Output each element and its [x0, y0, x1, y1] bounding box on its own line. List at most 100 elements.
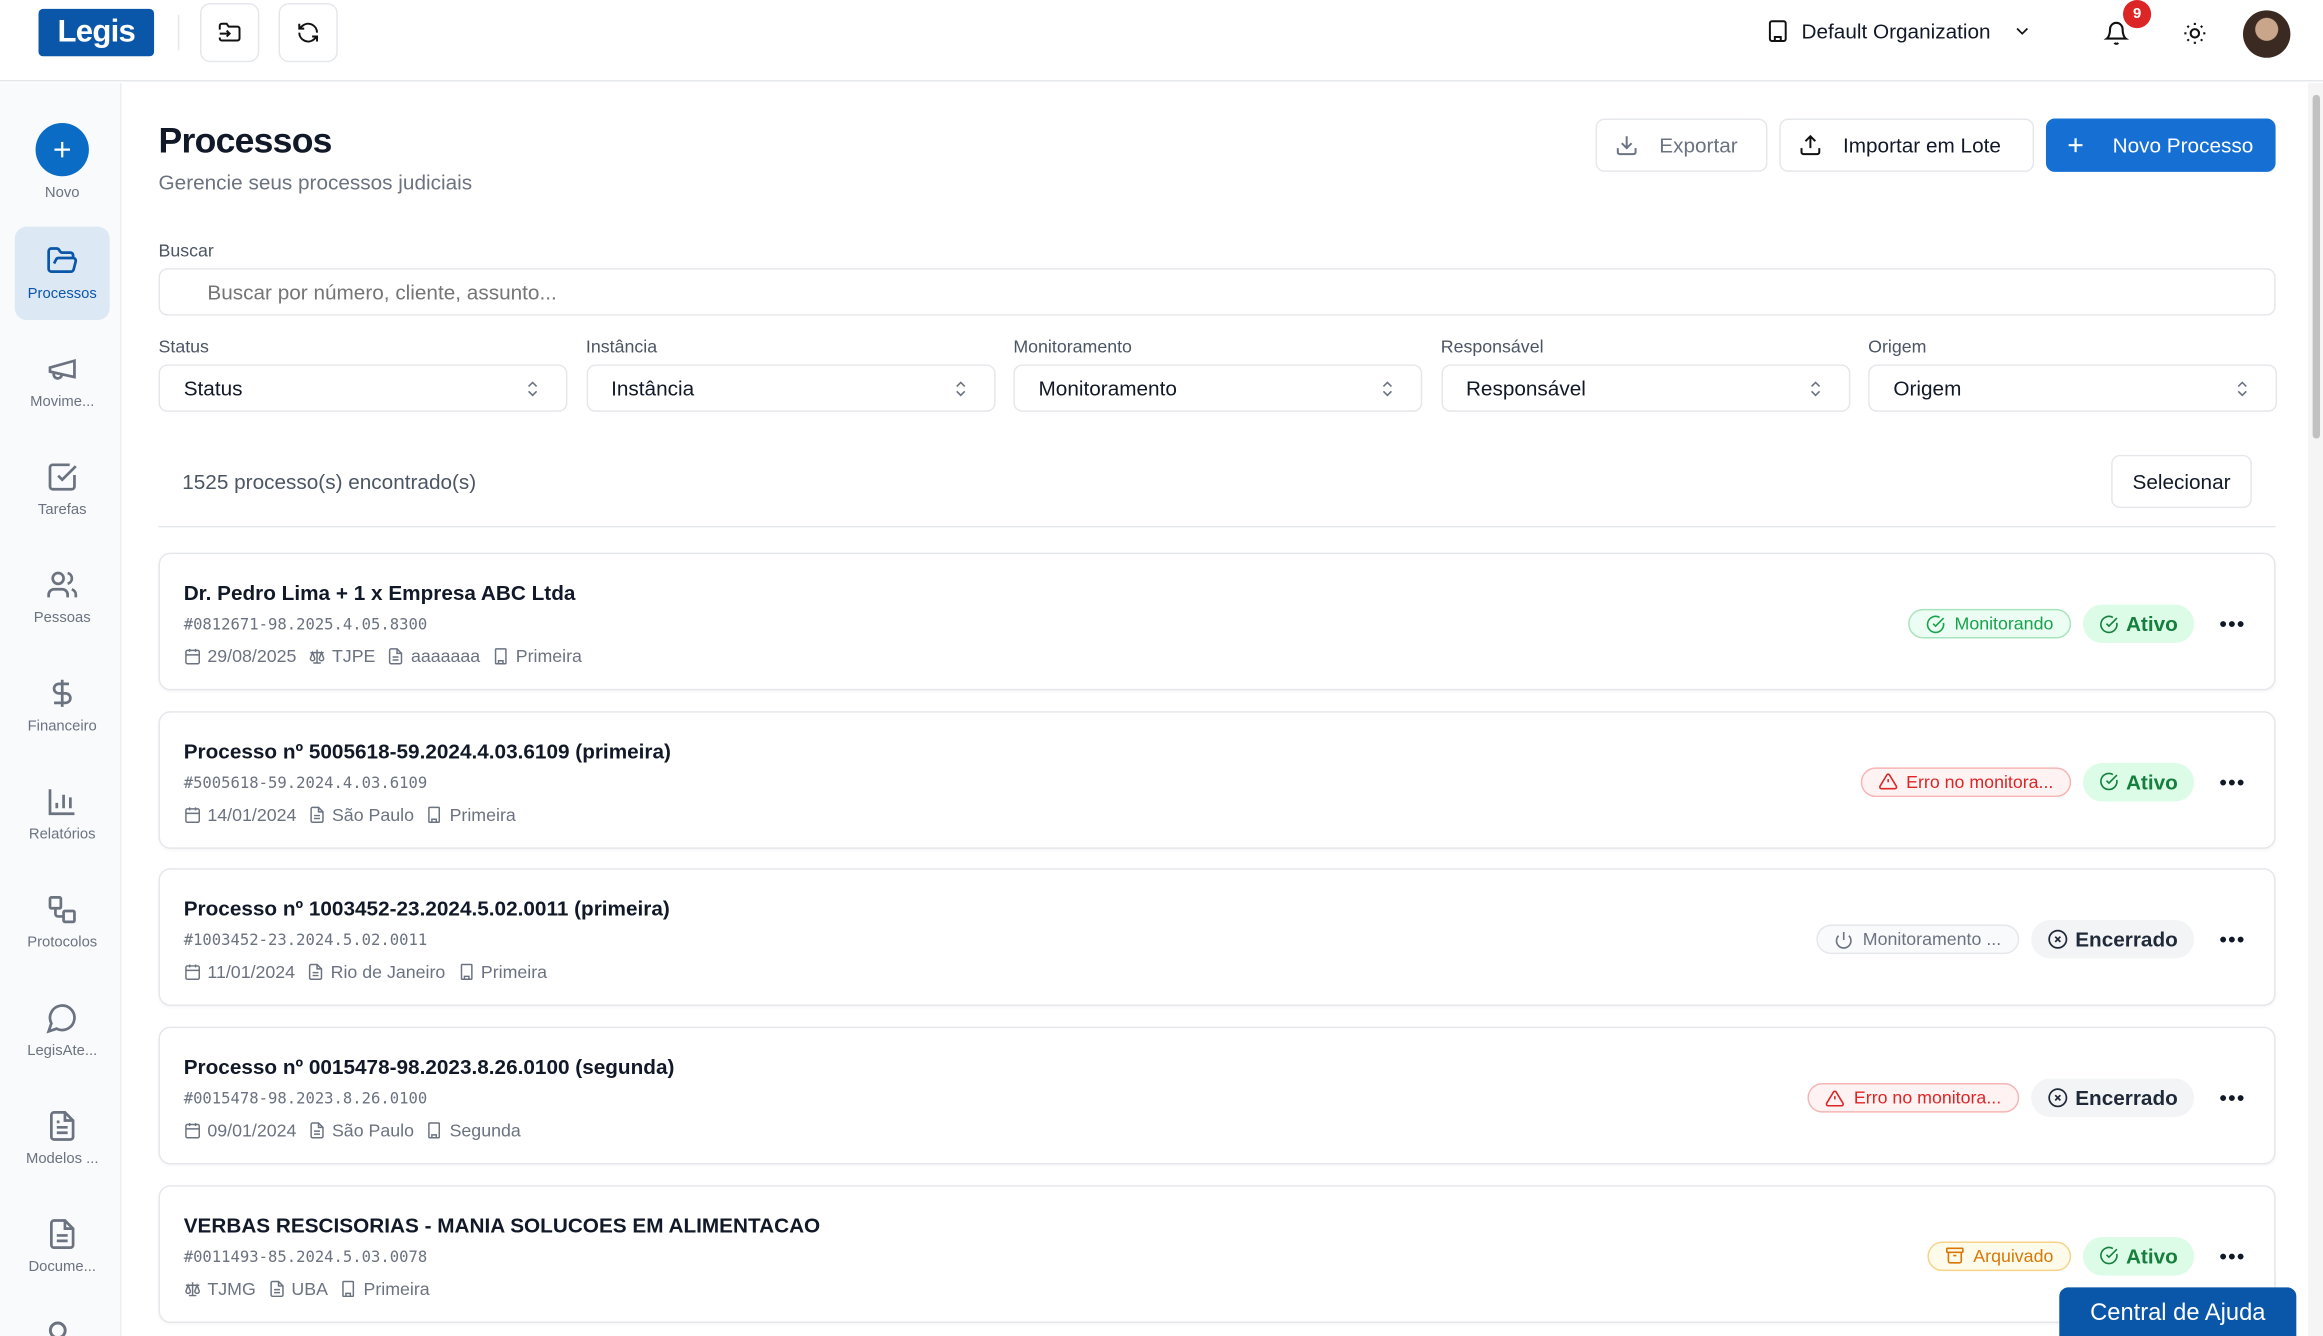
filter-select-responsável[interactable]: Responsável: [1440, 364, 1850, 412]
building-icon: [1768, 20, 1787, 42]
sidebar-item-novo[interactable]: Novo: [15, 110, 110, 214]
sidebar-item-financeiro[interactable]: Financeiro: [15, 659, 110, 752]
more-options-icon[interactable]: •••: [2219, 769, 2246, 794]
chevrons-up-down-icon: [955, 380, 965, 396]
process-title[interactable]: Processo nº 0015478-98.2023.8.26.0100 (s…: [183, 1054, 675, 1079]
sidebar-item-documentos[interactable]: Docume...: [15, 1200, 110, 1293]
instance: Primeira: [363, 1278, 430, 1299]
page-subtitle: Gerencie seus processos judiciais: [158, 170, 473, 195]
theme-toggle-button[interactable]: [2182, 21, 2207, 46]
new-process-label: Novo Processo: [2112, 133, 2254, 158]
sidebar-item-modelos[interactable]: Modelos ...: [15, 1092, 110, 1185]
process-title[interactable]: Dr. Pedro Lima + 1 x Empresa ABC Ltda: [183, 580, 576, 605]
process-card[interactable]: Processo nº 5005618-59.2024.4.03.6109 (p…: [158, 710, 2276, 849]
file-text-icon: [308, 1122, 326, 1140]
filter-select-instância[interactable]: Instância: [585, 364, 995, 412]
archive-icon: [1945, 1246, 1964, 1265]
date-meta: 29/08/2025: [184, 646, 296, 667]
filter-select-status[interactable]: Status: [158, 364, 568, 412]
refresh-icon: [298, 22, 319, 43]
sidebar-item-label: Tarefas: [37, 502, 87, 519]
scrollbar[interactable]: [2308, 82, 2323, 1336]
instance: Primeira: [449, 803, 516, 825]
filter-select-origem[interactable]: Origem: [1868, 364, 2278, 412]
more-options-icon[interactable]: •••: [2219, 927, 2246, 952]
process-title[interactable]: VERBAS RESCISORIAS - MANIA SOLUCOES EM A…: [183, 1213, 821, 1237]
user-avatar[interactable]: [2242, 10, 2291, 58]
sidebar-item-pessoas[interactable]: Pessoas: [15, 551, 110, 644]
export-button[interactable]: Exportar: [1595, 118, 1768, 172]
process-card[interactable]: Dr. Pedro Lima + 1 x Empresa ABC Ltda #0…: [158, 552, 2276, 691]
legis-logo[interactable]: Legis: [38, 8, 155, 57]
alert-triangle-icon: [1826, 1088, 1845, 1107]
date-meta: 09/01/2024: [184, 1120, 296, 1141]
process-number: #0011493-85.2024.5.03.0078: [183, 1248, 428, 1267]
process-title[interactable]: Processo nº 1003452-23.2024.5.02.0011 (p…: [183, 896, 670, 921]
instance: Primeira: [480, 962, 548, 983]
scale-icon: [308, 647, 326, 665]
file-text-icon: [307, 964, 325, 982]
building-icon: [492, 647, 510, 665]
file-text-icon: [387, 647, 405, 665]
sidebar-item-protocolos[interactable]: Protocolos: [15, 876, 110, 969]
chevrons-up-down-icon: [528, 380, 538, 396]
divider: [177, 14, 180, 51]
more-icon[interactable]: [48, 1321, 67, 1336]
monitoring-badge: Erro no monitora...: [1860, 766, 2072, 797]
sidebar-item-tarefas[interactable]: Tarefas: [15, 443, 110, 536]
help-center-button[interactable]: Central de Ajuda: [2059, 1287, 2297, 1336]
process-card[interactable]: Processo nº 1003452-23.2024.5.02.0011 (p…: [158, 868, 2276, 1007]
notifications-button[interactable]: 9: [2103, 0, 2152, 46]
download-icon: [1616, 136, 1637, 156]
subject-meta: São Paulo: [308, 1120, 414, 1141]
users-icon: [47, 571, 78, 598]
new-process-button[interactable]: Novo Processo: [2045, 118, 2276, 172]
file-text-icon: [268, 1280, 286, 1298]
chevrons-up-down-icon: [1382, 380, 1393, 396]
building-icon: [340, 1280, 358, 1298]
chat-icon: [46, 1004, 76, 1034]
sidebar-item-movimentacoes[interactable]: Movime...: [15, 335, 110, 428]
filter-label: Monitoramento: [1013, 336, 1132, 358]
sidebar-item-label: Docume...: [28, 1259, 96, 1276]
calendar-icon: [184, 647, 202, 665]
scale-icon: [184, 1280, 202, 1298]
search-label: Buscar: [158, 240, 214, 261]
instance-meta: Primeira: [457, 962, 547, 983]
file-text-icon: [308, 805, 326, 823]
chevrons-up-down-icon: [2237, 380, 2247, 396]
filter-value: Responsável: [1465, 376, 1586, 401]
process-title[interactable]: Processo nº 5005618-59.2024.4.03.6109 (p…: [183, 738, 671, 763]
select-button[interactable]: Selecionar: [2111, 454, 2252, 509]
sidebar-item-legisatende[interactable]: LegisAte...: [15, 984, 110, 1077]
status-label: Encerrado: [2075, 927, 2178, 952]
sidebar-item-relatorios[interactable]: Relatórios: [15, 767, 110, 860]
results-count: 1525 processo(s) encontrado(s): [182, 469, 477, 494]
divider: [158, 525, 2276, 528]
building-icon: [426, 1122, 444, 1140]
scrollbar-thumb[interactable]: [2312, 94, 2321, 439]
process-card[interactable]: Processo nº 0015478-98.2023.8.26.0100 (s…: [158, 1026, 2276, 1165]
import-batch-button[interactable]: Importar em Lote: [1779, 118, 2035, 172]
notification-count-badge: 9: [2122, 0, 2152, 29]
monitoring-label: Monitoramento ...: [1862, 929, 2002, 951]
monitoring-badge: Monitoramento ...: [1816, 925, 2019, 955]
monitoring-badge: Erro no monitora...: [1807, 1083, 2019, 1113]
more-options-icon[interactable]: •••: [2219, 611, 2246, 636]
import-folder-button[interactable]: [200, 2, 260, 63]
import-label: Importar em Lote: [1842, 133, 2001, 158]
filter-select-monitoramento[interactable]: Monitoramento: [1013, 364, 1423, 412]
more-options-icon[interactable]: •••: [2219, 1244, 2246, 1268]
calendar-icon: [184, 1122, 202, 1140]
shapes-icon: [48, 896, 76, 924]
power-icon: [1835, 930, 1854, 949]
status-badge: Encerrado: [2030, 1078, 2195, 1118]
more-options-icon[interactable]: •••: [2219, 1086, 2246, 1110]
status-label: Ativo: [2125, 611, 2178, 636]
bell-icon: [2103, 21, 2129, 45]
search-input[interactable]: [158, 268, 2276, 316]
refresh-button[interactable]: [278, 2, 338, 63]
sidebar-item-processos[interactable]: Processos: [14, 226, 110, 321]
organization-selector[interactable]: Default Organization: [1766, 19, 2032, 43]
process-card[interactable]: VERBAS RESCISORIAS - MANIA SOLUCOES EM A…: [158, 1184, 2276, 1323]
